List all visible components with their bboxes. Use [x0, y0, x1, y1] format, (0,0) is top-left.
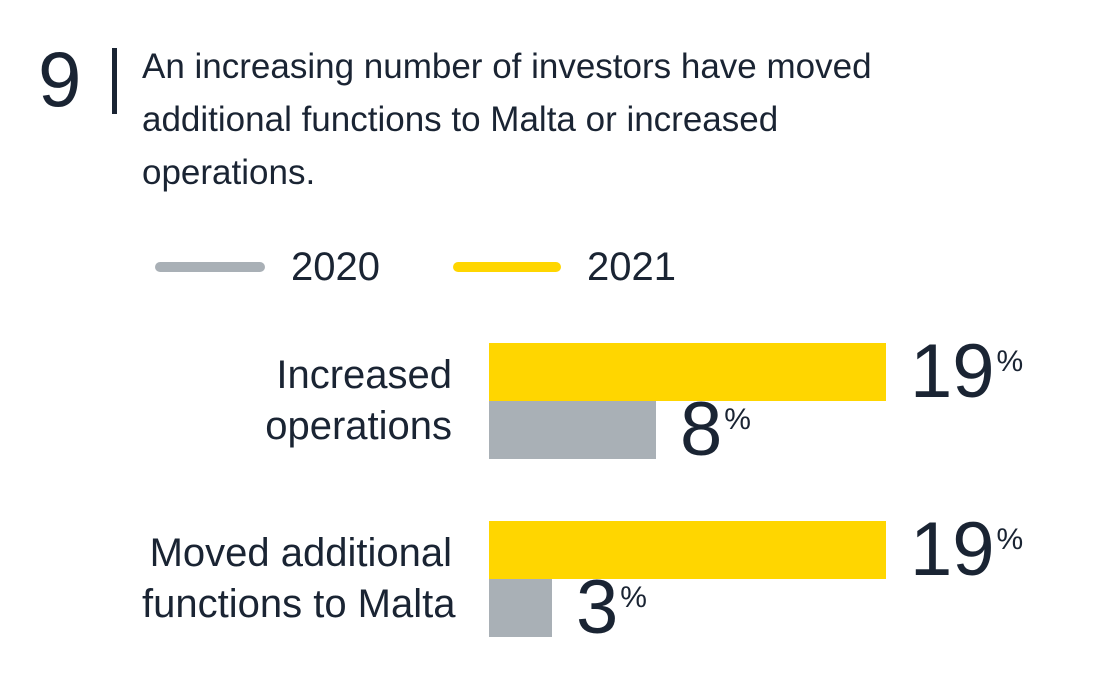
header-divider: [112, 48, 117, 114]
chart-row: Moved additional functions to Malta 19% 3%: [142, 507, 1024, 650]
bar-line: 8%: [489, 387, 1023, 472]
bar-group: 19% 8%: [489, 329, 1024, 472]
chart-row: Increased operations 19% 8%: [142, 329, 1024, 472]
category-label: Increased operations: [142, 350, 452, 452]
bar-value-unit: %: [724, 403, 751, 436]
bar-line: 19%: [489, 507, 1024, 592]
legend-label-2020: 2020: [291, 245, 380, 289]
bar-value-number: 8: [680, 387, 723, 472]
bar-value-2021: 19%: [910, 329, 1024, 414]
bar-value-number: 19: [910, 507, 995, 592]
figure-number: 9: [38, 35, 82, 123]
bar-2020: [489, 579, 552, 637]
category-label-line: functions to Malta: [142, 582, 456, 626]
category-label-line: operations: [265, 404, 452, 448]
bar-value-unit: %: [620, 581, 647, 614]
legend-swatch-2020: [155, 262, 265, 272]
bar-value-2020: 3%: [576, 565, 647, 650]
bar-value-number: 3: [576, 565, 619, 650]
figure-title-line-3: operations.: [142, 153, 316, 192]
bar-line: 3%: [489, 565, 1023, 650]
bar-value-unit: %: [996, 523, 1024, 556]
category-label: Moved additional functions to Malta: [142, 528, 456, 630]
category-label-line: Moved additional: [149, 531, 452, 575]
figure-title: An increasing number of investors have m…: [142, 40, 872, 199]
bar-2020: [489, 401, 656, 459]
bar-2021: [489, 343, 886, 401]
legend-label-2021: 2021: [586, 245, 676, 289]
bar-2021: [489, 521, 886, 579]
bar-value-2020: 8%: [680, 387, 751, 472]
figure-title-line-2: additional functions to Malta or increas…: [142, 100, 779, 139]
bar-group: 19% 3%: [489, 507, 1024, 650]
chart-legend: 2020 2021: [155, 247, 676, 287]
category-label-line: Increased: [276, 353, 452, 397]
bar-value-2021: 19%: [910, 507, 1024, 592]
legend-swatch-2021: [452, 262, 561, 272]
bar-value-unit: %: [996, 345, 1024, 378]
bar-value-number: 19: [910, 329, 995, 414]
figure-header: 9 An increasing number of investors have…: [38, 38, 872, 199]
bar-chart: Increased operations 19% 8% Moved additional…: [142, 329, 1024, 679]
figure-title-line-1: An increasing number of investors have m…: [142, 47, 872, 86]
bar-line: 19%: [489, 329, 1024, 414]
